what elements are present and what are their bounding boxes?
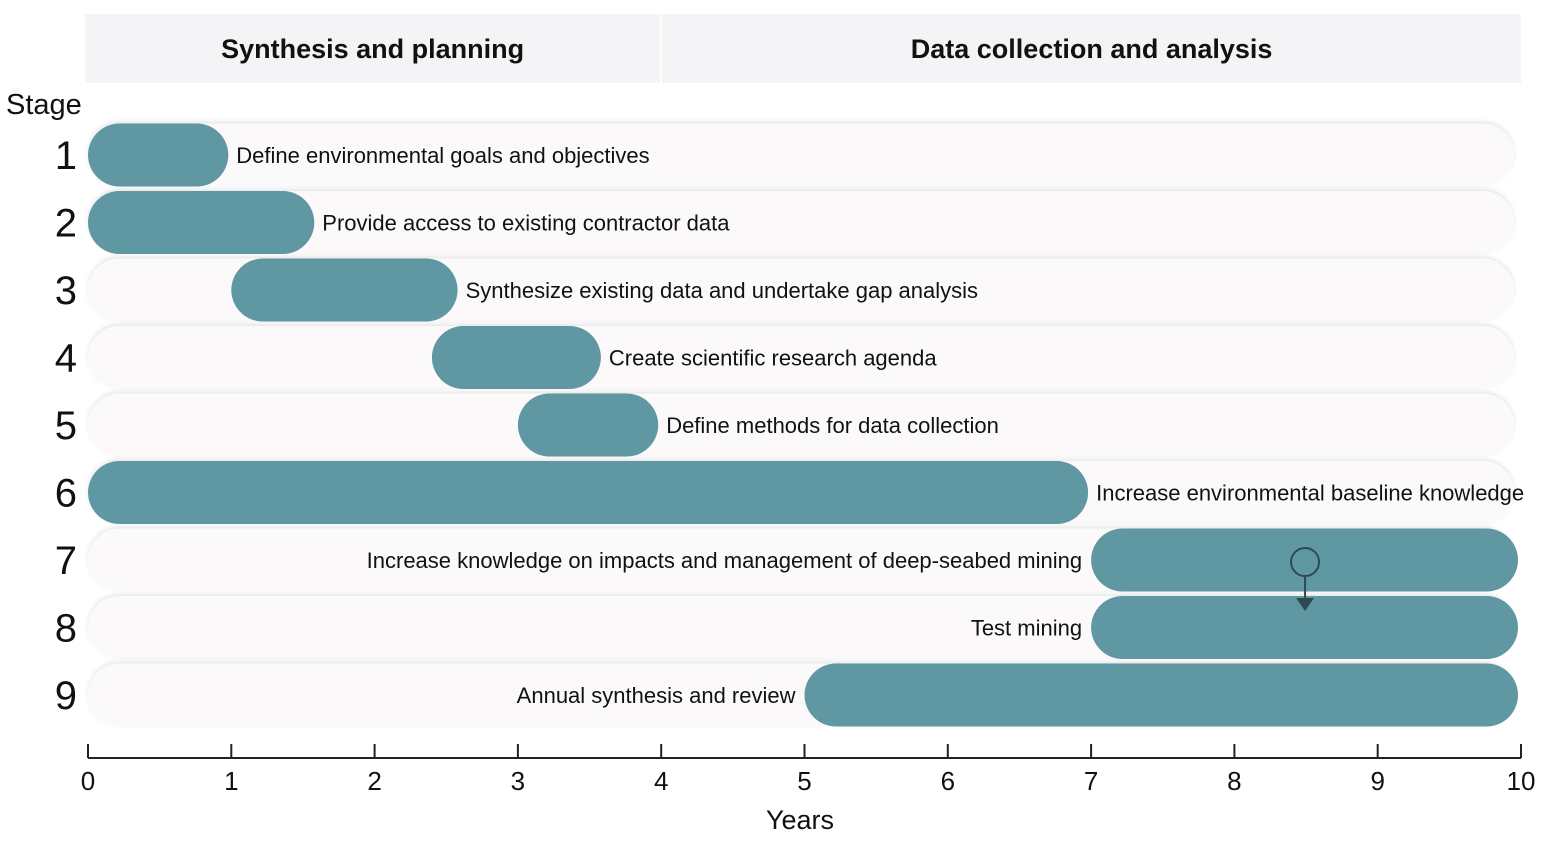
stage-label: Test mining	[971, 616, 1082, 641]
stage-label: Provide access to existing contractor da…	[322, 211, 730, 236]
stage-number: 4	[55, 337, 77, 381]
stage-label: Create scientific research agenda	[609, 346, 937, 371]
phase-title: Synthesis and planning	[221, 34, 524, 64]
x-tick-label: 8	[1227, 766, 1241, 796]
stage-bar	[88, 461, 1089, 524]
stage-label: Define methods for data collection	[666, 413, 999, 438]
stage-number: 3	[55, 269, 77, 313]
x-tick-label: 0	[81, 766, 95, 796]
stage-number: 2	[55, 202, 77, 246]
stage-bar	[1091, 528, 1518, 592]
phase-title: Data collection and analysis	[911, 34, 1273, 64]
stage-label: Define environmental goals and objective…	[236, 143, 649, 168]
stage-number: 1	[55, 134, 77, 178]
stage-track	[88, 123, 1514, 187]
stage-label: Increase environmental baseline knowledg…	[1096, 481, 1524, 506]
dependency-arrow	[1290, 547, 1321, 611]
stage-bar	[88, 123, 229, 187]
stage-number: 8	[55, 607, 77, 651]
stage-number: 5	[55, 404, 77, 448]
phase-header: Synthesis and planning Data collection an…	[85, 14, 1521, 83]
stage-label: Annual synthesis and review	[517, 683, 796, 708]
x-tick-label: 5	[797, 766, 811, 796]
stage-number: 7	[55, 539, 77, 583]
stage-labels: 1 Define environmental goals and objectiv…	[55, 134, 1524, 718]
stage-bars	[88, 123, 1518, 727]
x-axis-title: Years	[766, 805, 834, 835]
stage-bar	[431, 326, 601, 389]
x-tick-label: 1	[224, 766, 238, 796]
stage-track	[88, 393, 1514, 457]
x-tick-label: 10	[1507, 766, 1536, 796]
x-tick-label: 2	[367, 766, 381, 796]
stage-label: Synthesize existing data and undertake g…	[466, 278, 978, 303]
dependency-arrowhead	[1296, 598, 1315, 611]
stage-heading: Stage	[6, 89, 82, 121]
stage-track	[88, 191, 1514, 254]
stage-number: 9	[55, 674, 77, 718]
x-tick-label: 3	[511, 766, 525, 796]
stage-bar	[231, 258, 458, 322]
x-tick-label: 9	[1370, 766, 1384, 796]
stage-number: 6	[55, 472, 77, 516]
phase-band	[662, 14, 1521, 83]
stage-bar	[1091, 596, 1518, 659]
phase-band	[85, 14, 661, 83]
stage-bar	[517, 393, 659, 457]
stage-bar	[804, 663, 1518, 727]
stage-bar	[88, 191, 315, 254]
x-tick-label: 6	[941, 766, 955, 796]
x-tick-label: 7	[1084, 766, 1098, 796]
stage-label: Increase knowledge on impacts and manage…	[367, 548, 1082, 573]
x-axis: 0 1 2 3 4 5 6 7 8 9 10	[81, 744, 1536, 796]
x-tick-label: 4	[654, 766, 668, 796]
